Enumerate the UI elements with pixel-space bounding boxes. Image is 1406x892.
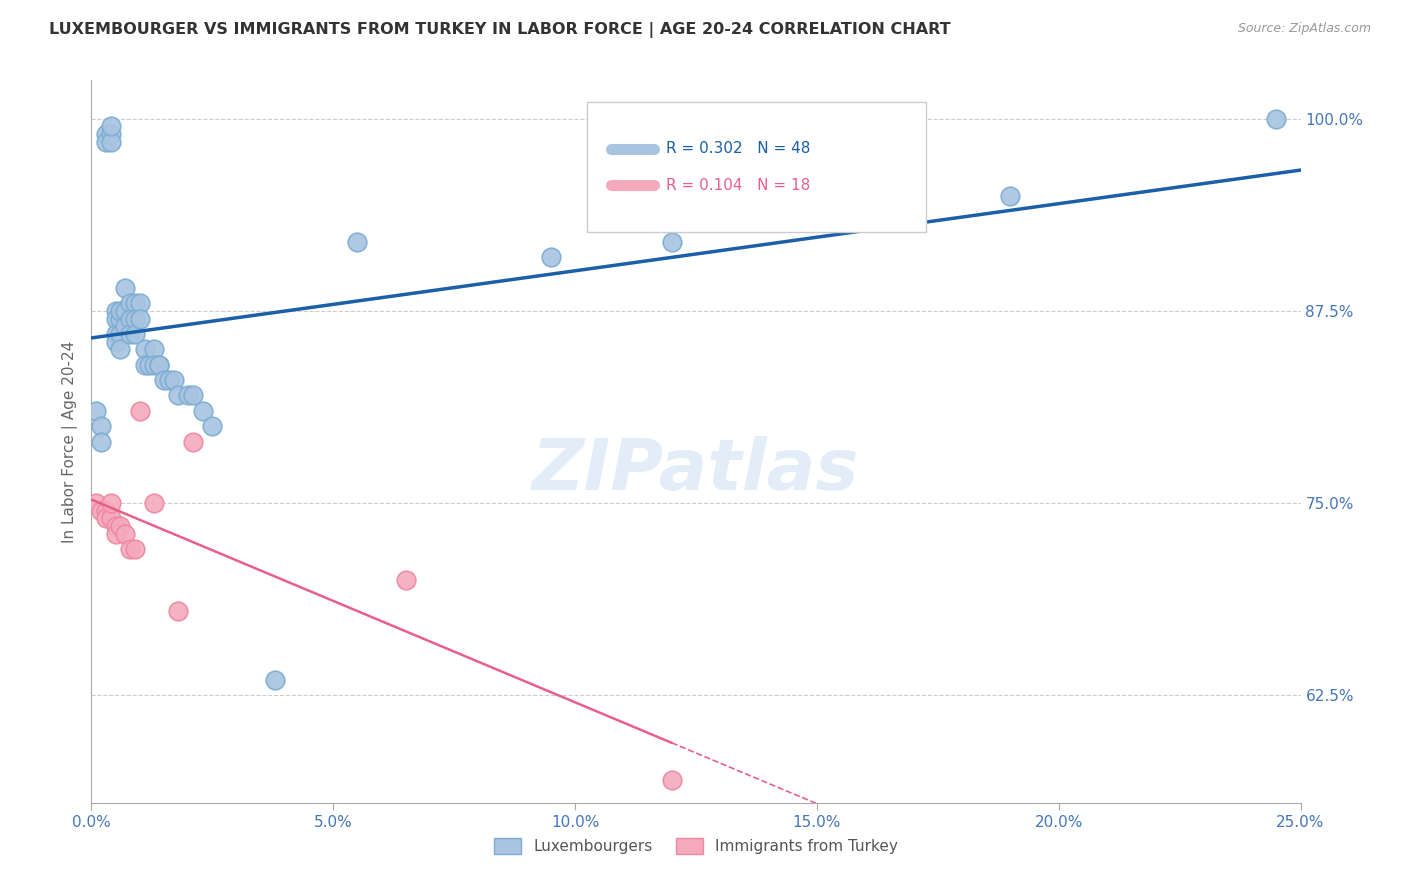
Point [120,296,142,310]
Point [110,304,132,318]
Point [110,326,132,341]
Point [128,404,150,418]
Point [104,334,127,349]
Point [143,343,166,357]
Text: Source: ZipAtlas.com: Source: ZipAtlas.com [1237,22,1371,36]
Point [114,526,136,541]
Point [264,673,287,687]
Point [104,519,127,533]
Point [94,511,117,525]
Point [110,311,132,326]
Point [100,120,122,134]
Y-axis label: In Labor Force | Age 20-24: In Labor Force | Age 20-24 [62,341,79,542]
Point [540,250,562,264]
Point [153,373,176,387]
Point [100,127,122,141]
Text: ZIPatlas: ZIPatlas [533,436,859,505]
Point [181,388,204,402]
Point [90,504,112,518]
Point [90,434,112,449]
Point [143,358,166,372]
Point [162,373,184,387]
Legend: Luxembourgers, Immigrants from Turkey: Luxembourgers, Immigrants from Turkey [488,832,904,860]
Point [124,326,146,341]
Text: LUXEMBOURGER VS IMMIGRANTS FROM TURKEY IN LABOR FORCE | AGE 20-24 CORRELATION CH: LUXEMBOURGER VS IMMIGRANTS FROM TURKEY I… [49,22,950,38]
Point [1265,112,1288,126]
FancyBboxPatch shape [588,102,925,232]
Point [128,311,150,326]
Point [110,519,132,533]
Point [100,496,122,510]
Point [114,304,136,318]
Point [661,235,683,249]
Point [120,326,142,341]
Point [143,496,166,510]
Point [104,526,127,541]
Point [124,311,146,326]
Point [114,281,136,295]
Point [167,388,190,402]
Point [181,434,204,449]
Point [1000,188,1022,202]
Point [134,343,156,357]
Point [124,296,146,310]
Text: R = 0.302   N = 48: R = 0.302 N = 48 [665,142,810,156]
Point [104,311,127,326]
Point [661,772,683,787]
Point [94,504,117,518]
Point [100,135,122,149]
Point [395,573,418,587]
Point [124,542,146,557]
Point [157,373,180,387]
Point [191,404,214,418]
Point [110,343,132,357]
Point [167,604,190,618]
Point [138,358,160,372]
Point [120,542,142,557]
Point [94,135,117,149]
Point [120,311,142,326]
Point [128,296,150,310]
Point [148,358,170,372]
Point [104,326,127,341]
Point [114,319,136,334]
Point [84,404,107,418]
Point [148,358,170,372]
Point [94,127,117,141]
Point [100,511,122,525]
Point [177,388,200,402]
Point [104,304,127,318]
Point [84,496,107,510]
Text: R = 0.104   N = 18: R = 0.104 N = 18 [665,178,810,193]
Point [346,235,368,249]
Point [134,358,156,372]
Point [90,419,112,434]
Point [201,419,224,434]
